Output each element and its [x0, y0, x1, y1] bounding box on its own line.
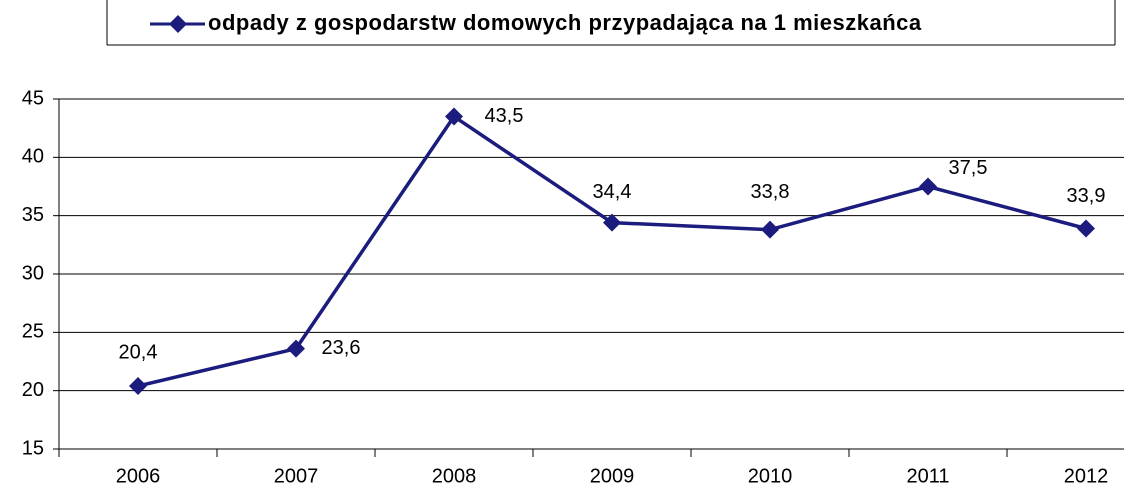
data-label: 37,5: [949, 157, 988, 179]
x-tick-label: 2009: [590, 465, 635, 487]
y-tick-label: 40: [22, 146, 44, 168]
legend-label: odpady z gospodarstw domowych przypadają…: [208, 10, 922, 35]
x-tick-label: 2006: [116, 465, 161, 487]
data-label: 20,4: [119, 341, 158, 363]
data-label: 34,4: [593, 181, 632, 203]
y-tick-label: 45: [22, 87, 44, 109]
legend-marker: [169, 15, 187, 33]
x-tick-label: 2012: [1064, 465, 1109, 487]
marker: [287, 339, 305, 358]
marker: [603, 213, 621, 232]
marker: [919, 177, 937, 196]
marker: [761, 220, 779, 239]
x-tick-label: 2007: [274, 465, 319, 487]
y-tick-label: 25: [22, 321, 44, 343]
data-label: 43,5: [485, 105, 524, 127]
x-tick-label: 2010: [748, 465, 793, 487]
y-tick-label: 20: [22, 379, 44, 401]
x-tick-label: 2008: [432, 465, 477, 487]
y-tick-label: 35: [22, 204, 44, 226]
marker: [445, 107, 463, 126]
marker: [1077, 219, 1095, 238]
marker: [129, 377, 147, 395]
data-label: 33,8: [751, 181, 790, 203]
y-tick-label: 15: [22, 437, 44, 459]
data-label: 33,9: [1067, 185, 1106, 207]
legend: odpady z gospodarstw domowych przypadają…: [106, 0, 1116, 46]
x-tick-label: 2011: [906, 465, 949, 487]
data-label: 23,6: [322, 337, 361, 359]
y-tick-label: 30: [22, 262, 44, 284]
